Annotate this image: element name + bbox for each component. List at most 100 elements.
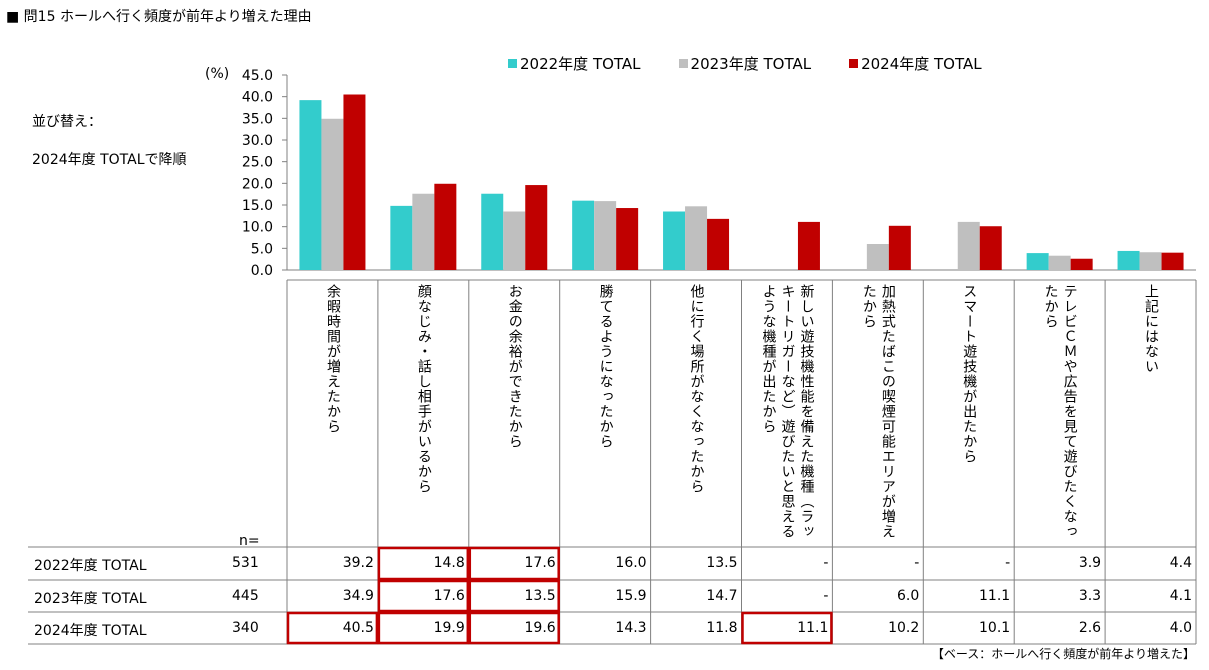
bar-0-4 bbox=[663, 211, 686, 270]
bar-1-0 bbox=[321, 118, 344, 271]
table-cell: 17.6 bbox=[524, 555, 556, 571]
footnote: 【ベース：ホールへ行く頻度が前年より増えた】 bbox=[931, 647, 1195, 661]
legend-label-2022: 2022年度 TOTAL bbox=[520, 55, 641, 73]
category-label: 加熱式たばこの喫煙可能エリアが増えたから bbox=[860, 284, 896, 539]
y-tick-label: 5.0 bbox=[251, 241, 273, 257]
bar-2-9 bbox=[1161, 252, 1184, 270]
y-tick-label: 35.0 bbox=[242, 111, 273, 127]
category-label: 上記にはない bbox=[1143, 284, 1160, 374]
bar-1-8 bbox=[1048, 255, 1071, 270]
table-cell: 11.1 bbox=[979, 588, 1011, 604]
highlight-box bbox=[377, 546, 470, 581]
row-label: 2024年度 TOTAL bbox=[34, 623, 147, 639]
bar-2-1 bbox=[434, 183, 457, 270]
bar-2-3 bbox=[616, 208, 639, 270]
category-label: 新しい遊技機性能を備えた機種（ラッキートリガーなど）遊びたいと思えるような機種が… bbox=[760, 284, 815, 539]
table-cell: - bbox=[823, 555, 829, 571]
y-axis-unit: (%) bbox=[205, 66, 230, 82]
category-label: 余暇時間が増えたから bbox=[324, 284, 341, 434]
highlight-box bbox=[468, 611, 560, 645]
table-cell: 13.5 bbox=[524, 588, 556, 604]
y-tick-label: 15.0 bbox=[242, 198, 273, 214]
table-cell: 10.1 bbox=[979, 620, 1011, 636]
legend-item-2022: 2022年度 TOTAL bbox=[508, 53, 641, 74]
bar-2-0 bbox=[343, 94, 366, 270]
table-cell: - bbox=[914, 555, 920, 571]
bar-0-9 bbox=[1117, 250, 1140, 270]
bar-1-1 bbox=[412, 193, 435, 270]
category-label: お金の余裕ができたから bbox=[506, 284, 523, 449]
table-cell: 19.9 bbox=[433, 620, 465, 636]
row-n-value: 531 bbox=[232, 555, 259, 571]
y-tick-label: 25.0 bbox=[242, 155, 273, 171]
y-tick-label: 45.0 bbox=[242, 68, 273, 84]
sort-label: 並び替え： bbox=[32, 114, 102, 130]
legend-swatch-2023 bbox=[678, 59, 688, 68]
y-tick-label: 20.0 bbox=[242, 176, 273, 192]
bar-2-7 bbox=[979, 226, 1002, 270]
legend-label-2023: 2023年度 TOTAL bbox=[690, 55, 812, 73]
sort-value: 2024年度 TOTALで降順 bbox=[32, 152, 187, 168]
table-cell: 2.6 bbox=[1078, 620, 1102, 636]
table-cell: 13.5 bbox=[706, 555, 738, 571]
row-n-value: 340 bbox=[232, 620, 259, 636]
legend-swatch-2024 bbox=[849, 59, 859, 68]
bar-0-0 bbox=[299, 100, 322, 270]
table-cell: 19.6 bbox=[524, 620, 556, 636]
table-cell: 34.9 bbox=[342, 588, 374, 604]
bar-2-8 bbox=[1070, 258, 1093, 270]
table-cell: 4.1 bbox=[1169, 588, 1192, 604]
row-n-value: 445 bbox=[232, 588, 259, 604]
bar-0-2 bbox=[481, 193, 504, 270]
table-cell: 11.8 bbox=[706, 620, 738, 636]
highlight-box bbox=[741, 611, 833, 645]
table-cell: 4.4 bbox=[1169, 555, 1192, 571]
table-cell: 3.9 bbox=[1078, 555, 1102, 571]
legend: 2022年度 TOTAL 2023年度 TOTAL 2024年度 TOTAL bbox=[508, 53, 982, 74]
category-label: スマート遊技機が出たから bbox=[961, 284, 978, 464]
n-label: n= bbox=[239, 533, 260, 549]
table-cell: 16.0 bbox=[615, 555, 647, 571]
category-label: 他に行く場所がなくなったから bbox=[688, 284, 705, 494]
table-cell: 3.3 bbox=[1078, 588, 1102, 604]
table-cell: 14.7 bbox=[706, 588, 738, 604]
bar-0-1 bbox=[390, 205, 413, 270]
highlight-box bbox=[377, 579, 470, 613]
table-cell: 4.0 bbox=[1169, 620, 1192, 636]
table-cell: 14.8 bbox=[433, 555, 465, 571]
table-cell: 40.5 bbox=[342, 620, 374, 636]
table-cell: 6.0 bbox=[897, 588, 920, 604]
table-cell: 17.6 bbox=[433, 588, 465, 604]
y-tick-label: 40.0 bbox=[242, 90, 273, 106]
table-cell: 11.1 bbox=[797, 620, 829, 636]
table-cell: 15.9 bbox=[615, 588, 647, 604]
highlight-box bbox=[468, 546, 560, 581]
table-cell: 14.3 bbox=[615, 620, 647, 636]
category-label: テレビＣＭや広告を見て遊びたくなったから bbox=[1042, 284, 1078, 539]
legend-item-2023: 2023年度 TOTAL bbox=[678, 53, 812, 74]
bar-1-6 bbox=[866, 244, 889, 270]
bar-1-7 bbox=[957, 221, 980, 270]
table-cell: - bbox=[823, 588, 829, 604]
highlight-box bbox=[377, 611, 470, 645]
bar-0-8 bbox=[1026, 253, 1049, 270]
highlight-box bbox=[286, 611, 379, 645]
category-label: 顔なじみ・話し相手がいるから bbox=[415, 284, 432, 494]
bar-2-6 bbox=[888, 225, 911, 270]
bar-2-5 bbox=[797, 221, 820, 270]
y-tick-label: 10.0 bbox=[242, 220, 273, 236]
category-label: 勝てるようになったから bbox=[597, 284, 614, 449]
row-label: 2023年度 TOTAL bbox=[34, 591, 147, 607]
bar-1-3 bbox=[594, 201, 617, 270]
y-tick-label: 0.0 bbox=[251, 263, 273, 279]
table-cell: - bbox=[1005, 555, 1011, 571]
table-cell: 10.2 bbox=[888, 620, 920, 636]
bar-2-4 bbox=[707, 218, 730, 270]
bar-1-4 bbox=[685, 206, 708, 270]
legend-item-2024: 2024年度 TOTAL bbox=[849, 53, 982, 74]
bar-1-9 bbox=[1139, 252, 1162, 270]
legend-swatch-2022 bbox=[508, 59, 517, 68]
bar-2-2 bbox=[525, 185, 548, 270]
bar-0-3 bbox=[572, 200, 595, 270]
